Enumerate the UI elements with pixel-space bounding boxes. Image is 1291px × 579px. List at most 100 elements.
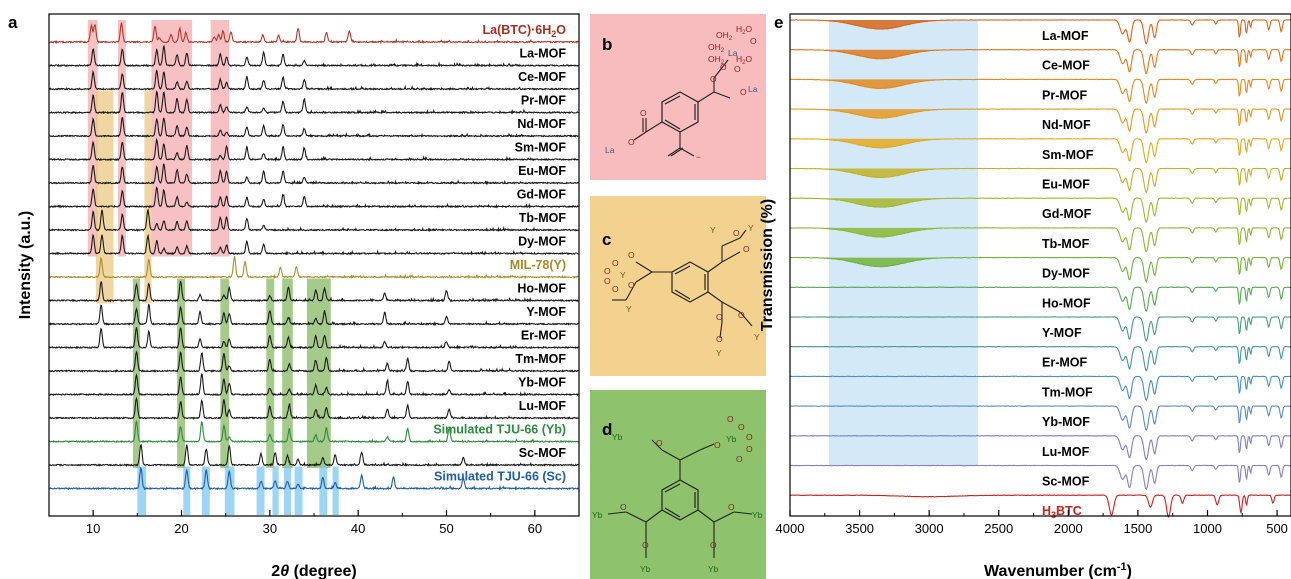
b-oh2-3-sub: 2	[721, 60, 725, 66]
c-o-6: O	[604, 276, 611, 286]
ftir-series-line	[790, 405, 1291, 431]
x-tick-label: 500	[1266, 521, 1288, 536]
x-tick-label: 2500	[984, 521, 1013, 536]
xrd-series-label: La(BTC)·6H2O	[483, 23, 567, 39]
ftir-series-line	[790, 108, 1291, 134]
xrd-series-label: Y-MOF	[526, 305, 566, 319]
panel-d-yb-coordination-diagram: d O O O O O	[590, 390, 766, 579]
xrd-series-line	[48, 163, 579, 186]
b-o-a: O	[750, 36, 757, 46]
b-o-c: O	[734, 64, 741, 74]
xrd-series-label: Tb-MOF	[519, 211, 567, 225]
xrd-series-line	[48, 327, 579, 350]
xrd-highlight-band	[272, 466, 279, 515]
ftir-series-line	[790, 286, 1291, 312]
ftir-series-label: Eu-MOF	[1042, 178, 1090, 192]
ftir-series-label: Sm-MOF	[1042, 148, 1094, 162]
xrd-highlight-band	[87, 20, 98, 257]
d-o-5: O	[736, 454, 743, 464]
ftir-series-line	[789, 78, 1291, 105]
xrd-series-line	[48, 44, 579, 68]
ftir-series-line	[789, 375, 1291, 401]
panel-c-metal-labels: Y Y Y Y Y Y	[620, 223, 760, 358]
xrd-series-line	[49, 186, 579, 209]
xrd-series-label: Ho-MOF	[517, 282, 566, 296]
xrd-series-label: Simulated TJU-66 (Sc)	[434, 470, 566, 484]
panel-c-background	[590, 196, 766, 376]
ftir-series-line	[789, 19, 1291, 45]
ftir-oh-fill	[824, 168, 957, 178]
xrd-series-line	[48, 373, 579, 397]
ftir-series-line	[789, 464, 1291, 491]
c-o-3: O	[628, 250, 635, 260]
panel-e-x-axis-title: Wavenumber (cm-1)	[984, 561, 1132, 579]
d-yb-tl: Yb	[612, 432, 623, 442]
x-tick-label: 3000	[915, 521, 944, 536]
d-o-7: O	[656, 438, 663, 448]
ftir-series-label: H3BTC	[1042, 504, 1082, 520]
ftir-oh-fill	[824, 227, 957, 238]
d-o-3: O	[746, 432, 753, 442]
xrd-series-label: Ce-MOF	[518, 70, 566, 84]
svg-text:OH2: OH2	[708, 54, 725, 66]
x-tick-label: 20	[174, 521, 188, 536]
c-o-10: O	[716, 312, 723, 322]
panel-b-la-coordination-diagram: b OH2 H2O OH2 O OH2 H2O	[590, 14, 766, 180]
d-yb-br: Yb	[708, 564, 719, 574]
ftir-series-label: Nd-MOF	[1042, 118, 1091, 132]
xrd-series-label: MIL-78(Y)	[510, 258, 566, 272]
ftir-oh-fill	[824, 19, 957, 30]
xrd-series-line	[48, 419, 579, 444]
d-o-11: O	[710, 540, 717, 550]
c-o-1: O	[733, 228, 740, 238]
xrd-series-line	[48, 117, 579, 138]
b-h2o-2: H	[736, 54, 742, 64]
x-tick-label: 1000	[1193, 521, 1222, 536]
panel-c-y-coordination-diagram: c O O O O O	[590, 196, 766, 376]
ftir-series-line	[789, 227, 1291, 253]
c-y-br: Y	[754, 332, 760, 342]
xrd-highlight-band	[294, 466, 303, 515]
x-tick-label: 3500	[845, 521, 874, 536]
xrd-series-label: Lu-MOF	[519, 399, 567, 413]
ftir-series-line	[789, 167, 1291, 194]
d-yb-center: Yb	[726, 434, 737, 444]
xrd-highlight-band	[283, 466, 292, 515]
ftir-oh-fill	[824, 138, 957, 148]
b-oh2-2: OH	[708, 42, 721, 52]
xrd-highlight-band	[210, 20, 230, 257]
xrd-highlight-band	[332, 466, 339, 515]
panel-e-y-axis-title: Transmission (%)	[759, 199, 776, 331]
xrd-series-label: Sc-MOF	[519, 446, 567, 460]
xrd-series-line	[48, 69, 579, 92]
d-yb-bl: Yb	[640, 564, 651, 574]
panel-a-x-axis-title-theta: θ	[280, 563, 289, 579]
xrd-highlight-band	[137, 466, 147, 515]
x-tick-label: 2000	[1054, 521, 1083, 536]
b-la-left: La	[605, 145, 615, 155]
panel-c-atom-labels: O O O O O O O O O O O	[604, 228, 750, 344]
b-h2o-2-sub: 2	[742, 60, 746, 66]
ftir-oh-fill	[824, 79, 957, 89]
panel-b-metal-labels: La La La	[605, 48, 758, 155]
ftir-series-label: La-MOF	[1042, 29, 1089, 43]
panel-c-bonds	[612, 229, 753, 339]
ftir-series-label: Gd-MOF	[1042, 207, 1092, 221]
ftir-series-label: Sc-MOF	[1042, 475, 1090, 489]
xrd-series-label: Gd-MOF	[517, 188, 567, 202]
xrd-highlight-band	[95, 90, 114, 304]
svg-text:H2O: H2O	[736, 24, 752, 36]
b-h2o-1-tail: O	[745, 24, 752, 34]
xrd-highlight-band	[117, 20, 126, 257]
panel-d-letter: d	[602, 420, 612, 439]
ftir-series-line	[789, 48, 1291, 75]
ftir-oh-fill	[824, 257, 957, 267]
ftir-oh-fill	[824, 49, 957, 59]
panel-e-letter: e	[774, 13, 783, 32]
panel-e-x-axis-title-sup: -1	[1117, 561, 1127, 573]
b-oh2-1-sub: 2	[729, 36, 733, 42]
panel-e-x-axis-title-tail: )	[1127, 563, 1132, 579]
panel-e-ftir-chart: La-MOF Ce-MOF Pr-MOF Nd-MOF Sm-MOF Eu-MOF Gd-M…	[759, 13, 1291, 579]
xrd-highlight-band	[224, 466, 235, 515]
